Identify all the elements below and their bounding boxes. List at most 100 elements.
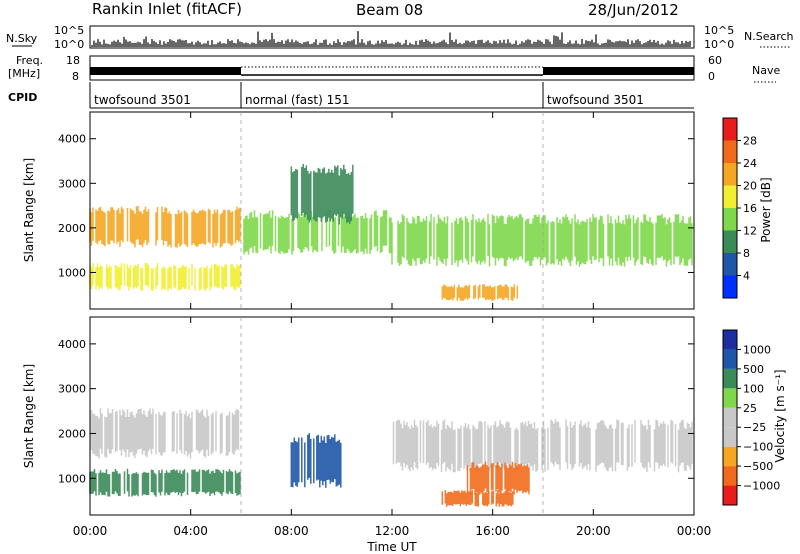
velocity-colorbar: 1000 500 100 25 −25 −100 −500 −1000 Velocity [m… [722,329,787,506]
power-feature-3 [290,163,354,225]
x-tick-label-3: 12:00 [375,524,410,538]
velocity-block-2 [723,446,737,467]
x-tick-label-4: 16:00 [475,524,510,538]
velocity-axes: 1000 2000 3000 4000 [58,317,695,515]
beam-label: Beam 08 [356,1,423,19]
noise-left-label: N.Sky [6,32,38,45]
velocity-block-6 [723,368,737,389]
power-colorbar-label-4: 20 [743,180,757,193]
velocity-colorbar-label-1: 500 [743,363,764,376]
frequency-panel: Freq. [MHz] 18 8 60 0 Nave [8,54,780,83]
velocity-block-3 [723,427,737,447]
velocity-block-0 [723,485,737,505]
power-block-2 [723,230,737,253]
velocity-ytick-label-0: 1000 [58,472,86,485]
velocity-block-1 [723,466,737,486]
velocity-feature-2 [290,433,342,488]
velocity-colorbar-label: Velocity [m s⁻¹] [773,369,787,462]
velocity-colorbar-blocks: 1000 500 100 25 −25 −100 −500 −1000 [722,329,780,506]
x-axis-label: Time UT [366,540,417,554]
nave-tick-bottom: 0 [708,70,715,83]
nave-tick-top: 60 [708,54,722,67]
x-tick-label-0: 00:00 [73,524,108,538]
cpid-segment-label-0: twofsound 3501 [94,93,191,107]
freq-label-line2: [MHz] [8,67,40,80]
power-ytick-label-3: 4000 [58,133,86,146]
power-colorbar: 4 8 12 16 20 24 28 Power [dB] [722,117,773,299]
velocity-feature-1 [89,468,241,497]
power-colorbar-label-6: 28 [743,135,757,148]
power-block-3 [723,208,737,231]
frequency-band-0 [90,67,241,75]
power-block-4 [723,185,737,208]
velocity-colorbar-label-5: −100 [743,441,773,454]
velocity-feature-3 [392,419,693,473]
velocity-colorbar-label-3: 25 [743,402,757,415]
power-block-7 [723,118,737,141]
velocity-block-7 [723,349,737,369]
power-ylabel: Slant Range [km] [22,158,36,262]
x-tick-label-2: 08:00 [274,524,309,538]
velocity-frame [722,329,738,506]
power-colorbar-label-1: 8 [743,247,750,260]
noise-tick-top-right: 10^5 [704,24,734,37]
x-tick-label-5: 20:00 [576,524,611,538]
power-colorbar-blocks: 4 8 12 16 20 24 28 [722,117,757,299]
power-ytick-label-2: 3000 [58,177,86,190]
velocity-colorbar-label-6: −500 [743,460,773,473]
velocity-feature-4 [466,461,530,495]
noise-panel-frame [89,25,695,49]
velocity-block-8 [723,330,737,350]
velocity-block-4 [723,407,737,428]
velocity-heatmap [89,408,693,507]
cpid-label: CPID [8,91,37,104]
velocity-feature-5 [441,490,514,507]
cpid-segments: twofsound 3501 normal (fast) 151 twofsound… [89,82,644,108]
nave-label: Nave [752,64,780,77]
power-colorbar-label: Power [dB] [759,177,773,242]
velocity-ylabel: Slant Range [km] [22,364,36,468]
x-tick-label-1: 04:00 [173,524,208,538]
power-colorbar-label-3: 16 [743,202,757,215]
velocity-colorbar-label-0: 1000 [743,343,771,356]
time-axis-ticks: 00:00 04:00 08:00 12:00 16:00 20:00 00:00 [73,524,712,538]
noise-tick-top-left: 10^5 [54,24,84,37]
noise-right-label: N.Search [744,30,794,43]
noise-bars [91,31,691,47]
noise-panel: N.Sky 10^5 10^0 10^5 10^0 N.Search [6,24,794,51]
power-feature-5 [441,284,519,301]
x-tick-label-6: 00:00 [677,524,712,538]
velocity-ytick-label-2: 3000 [58,383,86,396]
station-title: Rankin Inlet (fitACF) [92,0,242,18]
velocity-colorbar-label-7: −1000 [743,480,780,493]
noise-tick-bottom-right: 10^0 [704,38,734,51]
freq-tick-bottom: 8 [72,70,79,83]
power-axes: 1000 2000 3000 4000 [58,112,695,309]
power-colorbar-label-0: 4 [743,270,750,283]
power-ytick-label-0: 1000 [58,266,86,279]
power-block-6 [723,140,737,163]
noise-trace [91,31,691,47]
velocity-feature-0 [90,408,240,459]
power-block-0 [723,275,737,298]
velocity-colorbar-label-4: −25 [743,421,766,434]
frequency-band-2 [543,67,694,75]
power-feature-2 [243,210,392,255]
power-feature-4 [391,213,693,267]
cpid-segment-label-1: normal (fast) 151 [245,93,349,107]
freq-tick-top: 18 [66,54,80,67]
noise-tick-bottom-left: 10^0 [54,38,84,51]
power-colorbar-label-2: 12 [743,225,757,238]
freq-label-line1: Freq. [16,54,43,67]
power-block-5 [723,163,737,186]
power-ytick-label-1: 2000 [58,222,86,235]
power-feature-0 [89,206,241,248]
velocity-ytick-label-1: 2000 [58,427,86,440]
date-label: 28/Jun/2012 [588,1,679,19]
power-block-1 [723,253,737,276]
power-feature-1 [89,263,241,291]
velocity-panel: 1000 2000 3000 4000 Slant Range [km] [22,316,695,516]
velocity-colorbar-label-2: 100 [743,382,764,395]
frequency-bars [90,66,694,76]
